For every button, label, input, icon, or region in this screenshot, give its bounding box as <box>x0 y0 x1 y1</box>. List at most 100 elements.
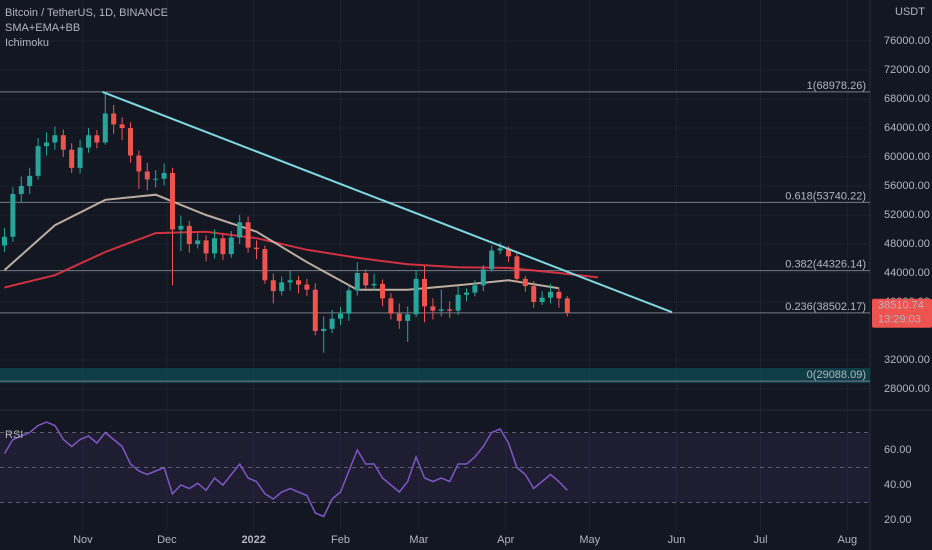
candle-body <box>111 113 117 125</box>
candle-body <box>539 297 545 303</box>
fib-label: 0.236(38502.17) <box>785 301 866 313</box>
symbol-title: Bitcoin / TetherUS, 1D, BINANCE <box>5 7 168 19</box>
x-tick-label: Dec <box>157 534 177 546</box>
candle-body <box>464 292 470 295</box>
x-tick-label: Jun <box>668 534 686 546</box>
candle-body <box>548 291 554 298</box>
fib-label: 1(68978.26) <box>807 80 866 92</box>
candle-body <box>421 278 427 307</box>
candle-body <box>447 309 453 311</box>
candle-body <box>153 178 159 180</box>
last-price: 38510.74 <box>878 300 924 312</box>
y-tick-label: 72000.00 <box>884 64 930 76</box>
moving-average <box>3 193 560 291</box>
candle-body <box>60 135 66 150</box>
candle-body <box>203 240 209 254</box>
candle-body <box>564 298 570 313</box>
candle-body <box>363 273 369 286</box>
candle-body <box>77 147 83 168</box>
candle-body <box>161 172 167 179</box>
candle-body <box>220 238 226 255</box>
candle-body <box>127 128 133 156</box>
candle-body <box>346 290 352 314</box>
last-price-box <box>872 298 932 328</box>
candle-body <box>144 171 150 180</box>
y-tick-label: 60000.00 <box>884 151 930 163</box>
candle-body <box>270 280 276 292</box>
y-tick-label: 64000.00 <box>884 122 930 134</box>
candle-body <box>178 225 184 230</box>
candle-body <box>211 238 217 254</box>
candle-body <box>455 294 461 311</box>
candle-body <box>556 291 562 299</box>
candle-body <box>43 142 49 147</box>
candle-body <box>119 124 125 129</box>
candle-body <box>169 172 175 230</box>
candle-body <box>186 225 192 245</box>
y-tick-label: 44000.00 <box>884 267 930 279</box>
plot: 1(68978.26) 0.618(53740.22) 0.382(44326.14… <box>0 80 870 518</box>
candle-body <box>287 280 293 283</box>
candle-body <box>506 248 512 257</box>
candle-body <box>27 175 33 187</box>
candle-body <box>237 222 243 238</box>
candle-body <box>514 256 520 279</box>
candle-body <box>94 135 100 143</box>
candle-body <box>379 283 385 299</box>
candle-body <box>245 222 251 248</box>
candle-body <box>136 155 142 172</box>
x-tick-label: Aug <box>838 534 858 546</box>
candle-body <box>388 298 394 314</box>
y-tick-label: 56000.00 <box>884 180 930 192</box>
candle-body <box>279 282 285 292</box>
candle-body <box>312 289 318 332</box>
candle-body <box>497 248 503 251</box>
candle-body <box>295 280 301 285</box>
candle-body <box>85 135 91 148</box>
candle-body <box>489 250 495 270</box>
support-zone <box>0 367 870 384</box>
y-tick-label: 40.00 <box>884 479 912 491</box>
y-tick-label: 52000.00 <box>884 209 930 221</box>
x-tick-label: Nov <box>73 534 93 546</box>
candle-body <box>371 283 377 286</box>
candle-body <box>102 113 108 143</box>
candle-body <box>430 306 436 311</box>
countdown: 13:29:03 <box>878 314 921 326</box>
x-tick-label: Mar <box>409 534 428 546</box>
candle-body <box>413 278 419 315</box>
rsi-line <box>3 421 568 518</box>
candle-body <box>1 236 7 246</box>
x-tick-label: 2022 <box>241 534 265 546</box>
candle-body <box>10 193 16 237</box>
candle-body <box>228 237 234 255</box>
y-tick-label: 48000.00 <box>884 238 930 250</box>
candle-body <box>321 328 327 332</box>
candle-body <box>522 278 528 287</box>
x-tick-label: Apr <box>497 534 514 546</box>
labels: Bitcoin / TetherUS, 1D, BINANCE SMA+EMA+… <box>5 6 925 441</box>
y-tick-label: 28000.00 <box>884 383 930 395</box>
candle-body <box>195 240 201 245</box>
grid <box>0 0 870 530</box>
moving-average <box>4 230 599 289</box>
candle-body <box>405 314 411 321</box>
y-tick-label: 76000.00 <box>884 35 930 47</box>
currency-label: USDT <box>895 6 925 18</box>
fib-label: 0(29088.09) <box>807 369 866 381</box>
candle-body <box>304 284 310 290</box>
candle-body <box>262 249 268 281</box>
candle-body <box>35 146 41 176</box>
study-label: Ichimoku <box>5 37 49 49</box>
x-tick-label: Feb <box>331 534 350 546</box>
candle-body <box>531 286 537 303</box>
candle-body <box>337 313 343 319</box>
x-tick-label: May <box>579 534 600 546</box>
y-tick-label: 60.00 <box>884 444 912 456</box>
candle-body <box>396 313 402 321</box>
candle-body <box>354 273 360 291</box>
candle-body <box>472 285 478 293</box>
study-label: SMA+EMA+BB <box>5 22 80 34</box>
candle-body <box>438 309 444 311</box>
